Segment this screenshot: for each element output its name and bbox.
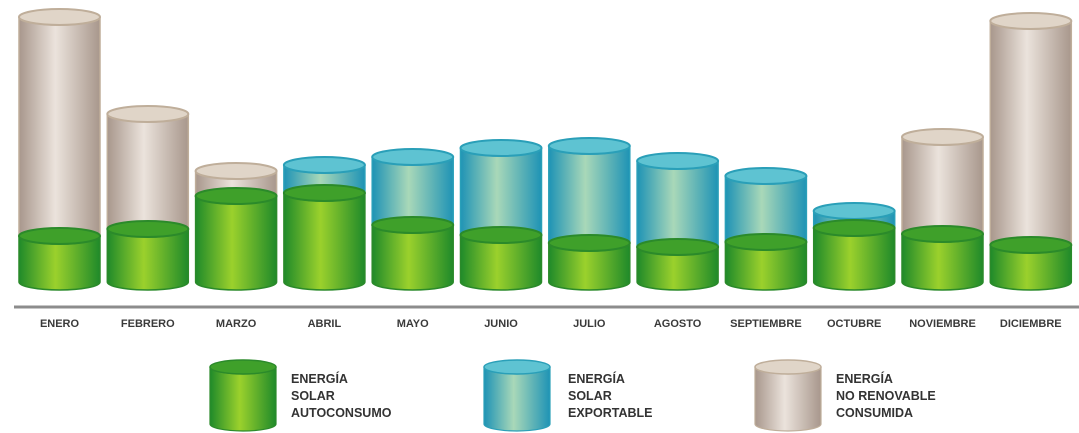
bar-julio <box>547 137 631 291</box>
bar-segment-autoconsumo-top <box>901 225 984 243</box>
bar-segment-exportable-top <box>812 202 896 220</box>
bar-diciembre <box>989 12 1073 291</box>
bar-junio <box>459 139 543 291</box>
bar-enero <box>18 8 101 291</box>
x-tick-label: NOVIEMBRE <box>909 318 976 330</box>
bar-segment-exportable-top <box>636 152 720 170</box>
bar-segment-autoconsumo-top <box>636 238 720 256</box>
bar-segment-autoconsumo-top <box>106 220 190 238</box>
legend-label-line: ENERGÍA <box>836 371 893 386</box>
x-tick-label: ABRIL <box>308 318 342 330</box>
legend-swatch <box>483 366 551 432</box>
bar-segment-autoconsumo-top <box>459 226 543 244</box>
legend-swatch-top <box>483 359 551 375</box>
bar-segment-autoconsumo <box>106 228 190 291</box>
x-tick-label: SEPTIEMBRE <box>730 318 802 330</box>
legend: ENERGÍA SOLAR AUTOCONSUMO ENERGÍA SOLAR EXPOR… <box>209 359 936 432</box>
bar-agosto <box>636 152 720 291</box>
legend-swatch <box>754 366 822 432</box>
bar-septiembre <box>724 167 808 291</box>
legend-label-line: ENERGÍA <box>291 371 348 386</box>
bar-segment-autoconsumo <box>812 227 896 291</box>
bar-segment-autoconsumo-top <box>989 236 1073 254</box>
bar-segment-no_renovable-top <box>106 105 190 123</box>
bar-segment-exportable-top <box>547 137 631 155</box>
bar-mayo <box>371 148 455 291</box>
bar-abril <box>282 156 366 291</box>
legend-label-line: NO RENOVABLE <box>836 389 936 403</box>
bar-segment-exportable-top <box>371 148 455 166</box>
legend-swatch <box>209 366 277 432</box>
bar-segment-autoconsumo-top <box>18 227 101 245</box>
bar-segment-no_renovable-top <box>989 12 1073 30</box>
bar-segment-autoconsumo <box>371 224 454 291</box>
bar-segment-exportable-top <box>724 167 808 185</box>
legend-label-line: SOLAR <box>568 389 612 403</box>
bar-segment-autoconsumo-top <box>812 219 896 237</box>
legend-item-autoconsumo: ENERGÍA SOLAR AUTOCONSUMO <box>209 359 392 432</box>
bar-segment-no_renovable <box>18 16 101 245</box>
bar-noviembre <box>901 128 984 291</box>
x-tick-label: AGOSTO <box>654 318 702 330</box>
bar-octubre <box>812 202 896 291</box>
bar-segment-no_renovable-top <box>18 8 101 26</box>
x-tick-label: DICIEMBRE <box>1000 318 1062 330</box>
legend-label-line: AUTOCONSUMO <box>291 406 392 420</box>
legend-label-line: EXPORTABLE <box>568 406 653 420</box>
bar-segment-autoconsumo-top <box>371 216 455 234</box>
legend-label-line: SOLAR <box>291 389 335 403</box>
bar-marzo <box>194 162 278 291</box>
bar-segment-autoconsumo-top <box>724 233 808 251</box>
bars <box>18 8 1073 291</box>
bar-segment-autoconsumo <box>283 192 366 291</box>
bar-segment-no_renovable-top <box>194 162 278 180</box>
x-tick-label: MAYO <box>397 318 429 330</box>
legend-label-line: ENERGÍA <box>568 371 625 386</box>
legend-swatch-top <box>209 359 277 375</box>
bar-segment-autoconsumo-top <box>282 184 366 202</box>
x-tick-label: ENERO <box>40 318 80 330</box>
x-tick-label: JUNIO <box>484 318 518 330</box>
month-labels: ENERO FEBRERO MARZO ABRIL MAYO JUNIO JULIO AGOS… <box>40 318 1062 330</box>
x-tick-label: OCTUBRE <box>827 318 881 330</box>
legend-swatch-top <box>754 359 822 375</box>
bar-febrero <box>106 105 190 291</box>
bar-segment-autoconsumo-top <box>547 234 631 252</box>
bar-segment-exportable-top <box>459 139 543 157</box>
legend-label-line: CONSUMIDA <box>836 406 913 420</box>
bar-segment-exportable-top <box>282 156 366 174</box>
legend-item-no_renovable: ENERGÍA NO RENOVABLE CONSUMIDA <box>754 359 936 432</box>
x-tick-label: FEBRERO <box>121 318 175 330</box>
bar-segment-no_renovable <box>989 20 1073 254</box>
bar-segment-no_renovable <box>106 113 190 238</box>
bar-segment-autoconsumo-top <box>194 187 278 205</box>
x-tick-label: JULIO <box>573 318 606 330</box>
x-tick-label: MARZO <box>216 318 257 330</box>
bar-segment-no_renovable-top <box>901 128 984 146</box>
legend-item-exportable: ENERGÍA SOLAR EXPORTABLE <box>483 359 653 432</box>
bar-segment-autoconsumo <box>194 195 278 291</box>
